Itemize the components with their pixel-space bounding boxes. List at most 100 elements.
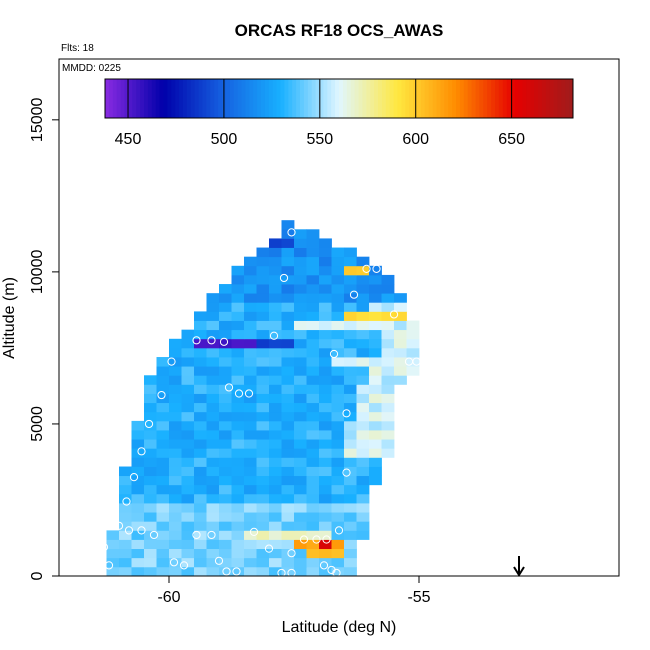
heatmap-cell: [331, 411, 345, 422]
heatmap-cell: [306, 503, 320, 513]
heatmap-cell: [269, 430, 282, 440]
colorbar-segment: [471, 79, 476, 118]
heatmap-cell: [181, 393, 195, 404]
sample-marker: [319, 561, 329, 570]
sample-marker: [244, 389, 254, 398]
colorbar-segment: [105, 79, 110, 118]
heatmap-cell: [269, 457, 282, 467]
heatmap-cell: [169, 393, 182, 404]
heatmap-cell: [306, 475, 320, 486]
heatmap-cell: [281, 347, 295, 358]
heatmap-cell: [269, 512, 282, 522]
heatmap-cell: [331, 393, 345, 404]
colorbar-tick-label: 550: [306, 131, 333, 148]
heatmap-cell: [344, 320, 357, 331]
heatmap-cell: [231, 411, 245, 422]
heatmap-cell: [144, 548, 157, 559]
heatmap-cell: [344, 493, 357, 504]
heatmap-cell: [331, 521, 345, 531]
sample-marker: [362, 264, 371, 273]
heatmap-cell: [344, 247, 357, 258]
heatmap-cell: [194, 493, 207, 504]
heatmap-cell: [344, 265, 357, 276]
heatmap-cell: [319, 338, 332, 349]
heatmap-cell: [269, 393, 282, 404]
heatmap-cell: [256, 338, 270, 349]
heatmap-cell: [344, 402, 357, 413]
heatmap-cell: [356, 302, 370, 312]
colorbar-segment: [264, 79, 270, 118]
heatmap-cell: [319, 430, 332, 440]
heatmap-cell: [119, 557, 132, 568]
heatmap-cell: [244, 265, 257, 276]
heatmap-cell: [331, 265, 345, 276]
heatmap-cell: [369, 265, 382, 276]
heatmap-cell: [294, 311, 307, 321]
heatmap-cell: [156, 521, 170, 531]
sample-marker: [382, 264, 391, 273]
heatmap-cell: [244, 338, 257, 349]
heatmap-cell: [156, 402, 170, 413]
heatmap-cell: [306, 539, 320, 550]
heatmap-cell: [256, 357, 270, 367]
heatmap-cell: [319, 265, 332, 276]
heatmap-cell: [106, 557, 120, 568]
colorbar-segment: [518, 79, 523, 118]
heatmap-cell: [219, 539, 232, 550]
heatmap-cell: [206, 539, 220, 550]
sample-marker: [167, 357, 176, 366]
heatmap-cell: [206, 503, 220, 513]
heatmap-cell: [294, 384, 307, 394]
colorbar-tick-label: 450: [115, 131, 142, 148]
heatmap-cell: [169, 512, 182, 522]
heatmap-cell: [206, 293, 220, 303]
colorbar-segment: [206, 79, 211, 118]
colorbar-segment: [557, 79, 562, 118]
heatmap-cell: [319, 557, 332, 568]
heatmap-cell: [356, 530, 370, 540]
heatmap-cell: [256, 530, 270, 540]
heatmap-cell: [306, 402, 320, 413]
heatmap-cell: [344, 357, 357, 367]
colorbar-segment: [257, 79, 262, 118]
heatmap-cell: [356, 466, 370, 477]
heatmap-cell: [369, 320, 382, 331]
y-tick-label: 5000: [29, 406, 46, 442]
heatmap-cell: [244, 420, 257, 431]
heatmap-cell: [231, 548, 245, 559]
colorbar-segment: [530, 79, 535, 118]
heatmap-cell: [269, 521, 282, 531]
heatmap-cell: [306, 430, 320, 440]
heatmap-cell: [231, 448, 245, 458]
heatmap-cell: [319, 402, 332, 413]
heatmap-cell: [219, 393, 232, 404]
heatmap-cell: [131, 548, 145, 559]
heatmap-cell: [231, 466, 245, 477]
colorbar-segment: [405, 79, 410, 118]
heatmap-cell: [181, 347, 195, 358]
y-tick-label: 15000: [29, 97, 46, 142]
heatmap-cell: [144, 420, 157, 431]
heatmap-cell: [194, 557, 207, 568]
heatmap-cell: [156, 512, 170, 522]
heatmap-cell: [256, 448, 270, 458]
colorbar-segment: [171, 79, 176, 118]
heatmap-cell: [356, 320, 370, 331]
heatmap-cell: [344, 338, 357, 349]
heatmap-cell: [319, 530, 332, 540]
heatmap-cell: [294, 557, 307, 568]
heatmap-cell: [281, 220, 295, 230]
heatmap-cell: [306, 493, 320, 504]
heatmap-cell: [256, 439, 270, 449]
sample-marker: [287, 549, 296, 558]
heatmap-cell: [281, 466, 295, 477]
heatmap-cell: [256, 503, 270, 513]
heatmap-cell: [206, 430, 220, 440]
sample-marker: [169, 558, 179, 567]
heatmap-cell: [219, 439, 232, 449]
colorbar-segment: [179, 79, 184, 118]
heatmap-cell: [119, 548, 132, 559]
heatmap-cell: [181, 338, 195, 349]
colorbar-frame: [104, 78, 574, 119]
heatmap-cell: [194, 566, 207, 577]
